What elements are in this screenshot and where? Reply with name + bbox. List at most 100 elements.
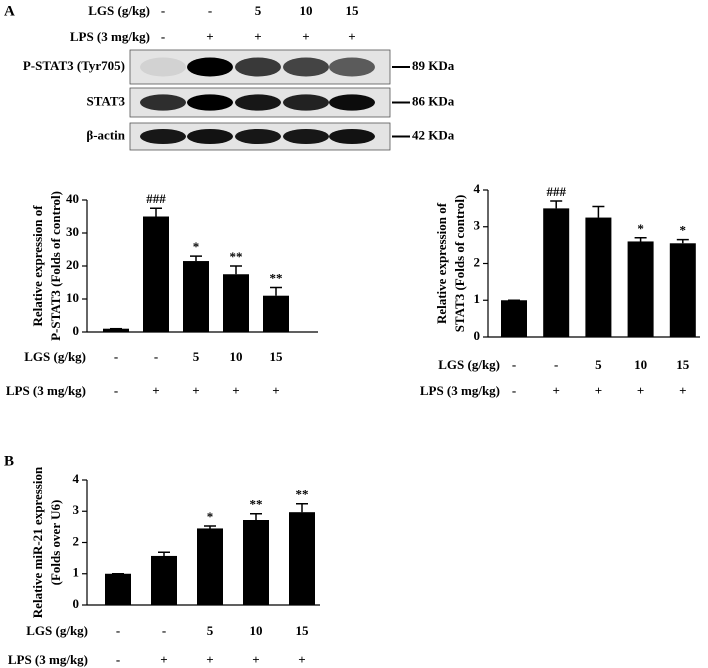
x-row-label: LPS (3 mg/kg)	[6, 383, 86, 398]
y-tick-label: 1	[474, 291, 481, 306]
blot-row-value: -	[161, 3, 165, 18]
bar	[501, 300, 527, 337]
x-row-value: -	[162, 623, 166, 638]
blot-band	[235, 128, 281, 145]
y-tick-label: 40	[66, 191, 79, 206]
bar	[151, 555, 177, 605]
y-tick-label: 0	[73, 596, 80, 611]
y-axis-label: (Folds over U6)	[48, 500, 63, 586]
blot-band	[283, 128, 329, 145]
blot-row-value: 10	[300, 3, 313, 18]
x-row-value: -	[512, 383, 516, 398]
bar	[263, 295, 289, 332]
bar	[289, 512, 315, 605]
significance: **	[250, 497, 263, 512]
blot-row-value: +	[302, 29, 309, 44]
y-tick-label: 3	[73, 502, 80, 517]
y-axis-label: STAT3 (Folds of control)	[452, 195, 467, 333]
significance: **	[230, 249, 243, 264]
x-row-value: 15	[270, 349, 284, 364]
x-row-value: +	[552, 383, 559, 398]
significance: **	[296, 487, 309, 502]
y-tick-label: 3	[474, 218, 481, 233]
bar	[243, 520, 269, 605]
x-row-value: +	[298, 652, 305, 667]
x-row-value: +	[160, 652, 167, 667]
x-row-label: LPS (3 mg/kg)	[420, 383, 500, 398]
significance: ###	[546, 184, 566, 199]
y-tick-label: 20	[66, 257, 79, 272]
error-bar	[158, 551, 170, 556]
y-tick-label: 30	[66, 224, 79, 239]
x-row-value: 10	[250, 623, 263, 638]
bar	[143, 216, 169, 332]
error-bar	[550, 200, 563, 209]
blot-band	[283, 57, 329, 77]
x-row-value: +	[206, 652, 213, 667]
error-bar	[150, 207, 162, 217]
x-row-value: +	[192, 383, 199, 398]
blot-label: β-actin	[86, 127, 125, 142]
y-tick-label: 10	[66, 290, 79, 305]
x-row-value: -	[116, 652, 120, 667]
blot-row-value: -	[161, 29, 165, 44]
blot-size: 89 KDa	[412, 58, 455, 73]
bar	[103, 328, 129, 332]
y-axis-label: Relative expression of	[30, 205, 45, 327]
error-bar	[204, 525, 216, 529]
bar	[183, 261, 209, 332]
blot-row-value: 5	[255, 3, 262, 18]
x-row-value: 5	[193, 349, 200, 364]
x-row-value: 5	[207, 623, 214, 638]
x-row-value: 15	[676, 357, 690, 372]
y-tick-label: 4	[474, 181, 481, 196]
panel-label: A	[4, 3, 15, 19]
error-bar	[250, 513, 262, 520]
blot-row-value: +	[348, 29, 355, 44]
significance: *	[207, 509, 214, 524]
bar	[627, 241, 654, 337]
x-row-label: LGS (g/kg)	[26, 623, 88, 638]
bar	[543, 208, 570, 337]
bar	[197, 528, 223, 605]
blot-row-value: 15	[346, 3, 360, 18]
y-tick-label: 0	[73, 323, 80, 338]
y-tick-label: 2	[73, 533, 80, 548]
x-row-value: -	[114, 383, 118, 398]
error-bar	[634, 237, 647, 242]
error-bar	[270, 286, 282, 296]
x-row-value: -	[512, 357, 516, 372]
blot-band	[187, 94, 233, 111]
x-row-value: +	[232, 383, 239, 398]
blot-row-value: -	[208, 3, 212, 18]
x-row-value: +	[252, 652, 259, 667]
blot-row-label: LGS (g/kg)	[88, 3, 150, 18]
blot-band	[187, 128, 233, 145]
significance: *	[193, 239, 200, 254]
x-row-value: +	[637, 383, 644, 398]
blot-row-value: +	[254, 29, 261, 44]
blot-band	[187, 57, 233, 77]
x-row-value: -	[554, 357, 558, 372]
x-row-label: LGS (g/kg)	[24, 349, 86, 364]
blot-band	[329, 128, 375, 145]
y-axis-label: P-STAT3 (Folds of control)	[48, 191, 63, 341]
significance: *	[680, 223, 687, 238]
x-row-value: -	[154, 349, 158, 364]
panel-label: B	[4, 453, 14, 469]
x-row-value: +	[595, 383, 602, 398]
bar	[669, 243, 696, 337]
blot-size: 86 KDa	[412, 93, 455, 108]
y-axis-label: Relative expression of	[434, 202, 449, 324]
blot-band	[283, 94, 329, 111]
x-row-value: 10	[230, 349, 243, 364]
blot-band	[235, 94, 281, 111]
x-row-label: LGS (g/kg)	[438, 357, 500, 372]
x-row-value: 10	[634, 357, 647, 372]
y-tick-label: 1	[73, 565, 80, 580]
x-row-value: -	[114, 349, 118, 364]
blot-row-value: +	[206, 29, 213, 44]
error-bar	[592, 205, 605, 218]
significance: **	[270, 270, 283, 285]
y-tick-label: 0	[474, 328, 481, 343]
